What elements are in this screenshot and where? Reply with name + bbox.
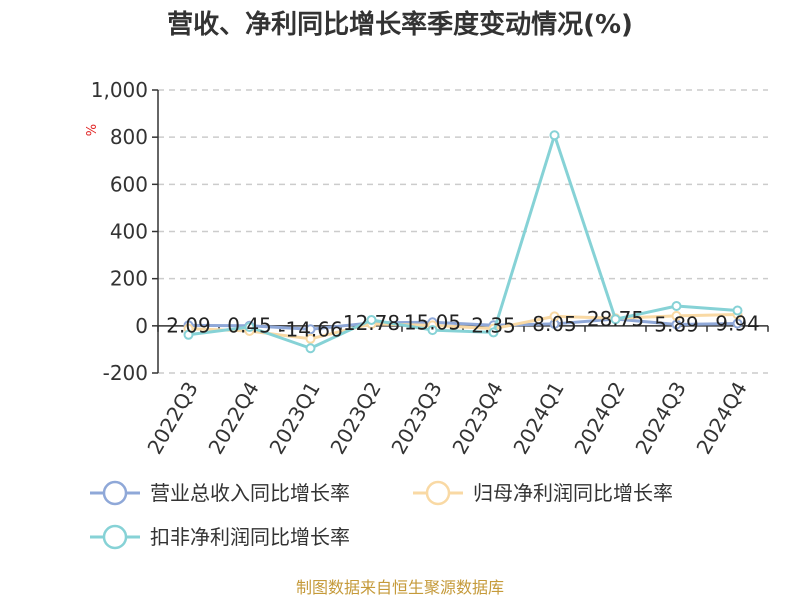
- data-label: 28.75: [587, 307, 644, 331]
- data-label: 12.78: [343, 311, 400, 335]
- data-label: 2.35: [471, 313, 516, 337]
- x-tick-label: 2024Q4: [691, 378, 751, 459]
- series-line: [188, 313, 738, 341]
- series-line: [188, 317, 738, 331]
- legend-item-2: 归母净利润同比增长率: [413, 480, 673, 506]
- data-label: 0.45: [227, 314, 272, 338]
- data-label: 5.89: [654, 312, 699, 336]
- x-tick-label: 2023Q4: [447, 378, 507, 459]
- y-tick-label: 1,000: [91, 78, 148, 102]
- data-point: [183, 329, 194, 340]
- y-tick-label: 400: [110, 220, 148, 244]
- series-3: [183, 130, 743, 354]
- legend-swatch-marker: [425, 480, 451, 506]
- data-point: [305, 333, 316, 344]
- data-label: 15.05: [404, 310, 461, 334]
- data-label: -14.66: [278, 317, 342, 341]
- data-point: [305, 324, 316, 335]
- x-tick-label: 2023Q1: [264, 378, 324, 459]
- y-axis-unit: %: [85, 124, 100, 136]
- data-point: [366, 314, 377, 325]
- y-tick-label: 600: [110, 172, 148, 196]
- legend-label: 扣非净利润同比增长率: [150, 525, 350, 549]
- legend-item-3: 扣非净利润同比增长率: [90, 524, 350, 550]
- legend-swatch-marker: [102, 524, 128, 550]
- data-point: [427, 325, 438, 336]
- data-point: [549, 311, 560, 322]
- series-line: [188, 133, 738, 350]
- grid: [158, 89, 768, 374]
- data-point: [671, 301, 682, 312]
- legend-label: 归母净利润同比增长率: [473, 481, 673, 505]
- x-tick-label: 2024Q2: [569, 378, 629, 459]
- x-tick-label: 2022Q3: [142, 378, 202, 459]
- series-layer: [183, 130, 743, 354]
- x-tick-label: 2024Q3: [630, 378, 690, 459]
- axes: -200 0 200 400 600 800 1,000 2022Q3 2022Q4 2023Q1…: [91, 78, 769, 459]
- data-point: [244, 322, 255, 333]
- data-label: 8.05: [532, 312, 577, 336]
- y-tick-label: -200: [103, 361, 148, 385]
- data-point: [305, 343, 316, 354]
- data-label: 9.94: [715, 311, 760, 335]
- y-tick-label: 200: [110, 267, 148, 291]
- chart-title: 营收、净利同比增长率季度变动情况(%): [167, 9, 633, 40]
- legend-swatch-marker: [102, 480, 128, 506]
- data-point: [488, 327, 499, 338]
- legend-label: 营业总收入同比增长率: [150, 481, 350, 505]
- x-tick-label: 2023Q3: [386, 378, 446, 459]
- data-point: [610, 314, 621, 325]
- y-tick-label: 0: [135, 314, 148, 338]
- data-label: 2.09: [166, 313, 211, 337]
- y-tick-label: 800: [110, 125, 148, 149]
- x-tick-label: 2022Q4: [203, 378, 263, 459]
- data-labels: 2.09 0.45 -14.66 12.78 15.05 2.35 8.05 28.75 5.8…: [166, 307, 760, 341]
- data-point: [549, 130, 560, 141]
- x-tick-label: 2024Q1: [508, 378, 568, 459]
- data-point: [732, 305, 743, 316]
- x-tick-label: 2023Q2: [325, 378, 385, 459]
- source-note: 制图数据来自恒生聚源数据库: [296, 578, 504, 597]
- data-point: [671, 310, 682, 321]
- legend-item-1: 营业总收入同比增长率: [90, 480, 350, 506]
